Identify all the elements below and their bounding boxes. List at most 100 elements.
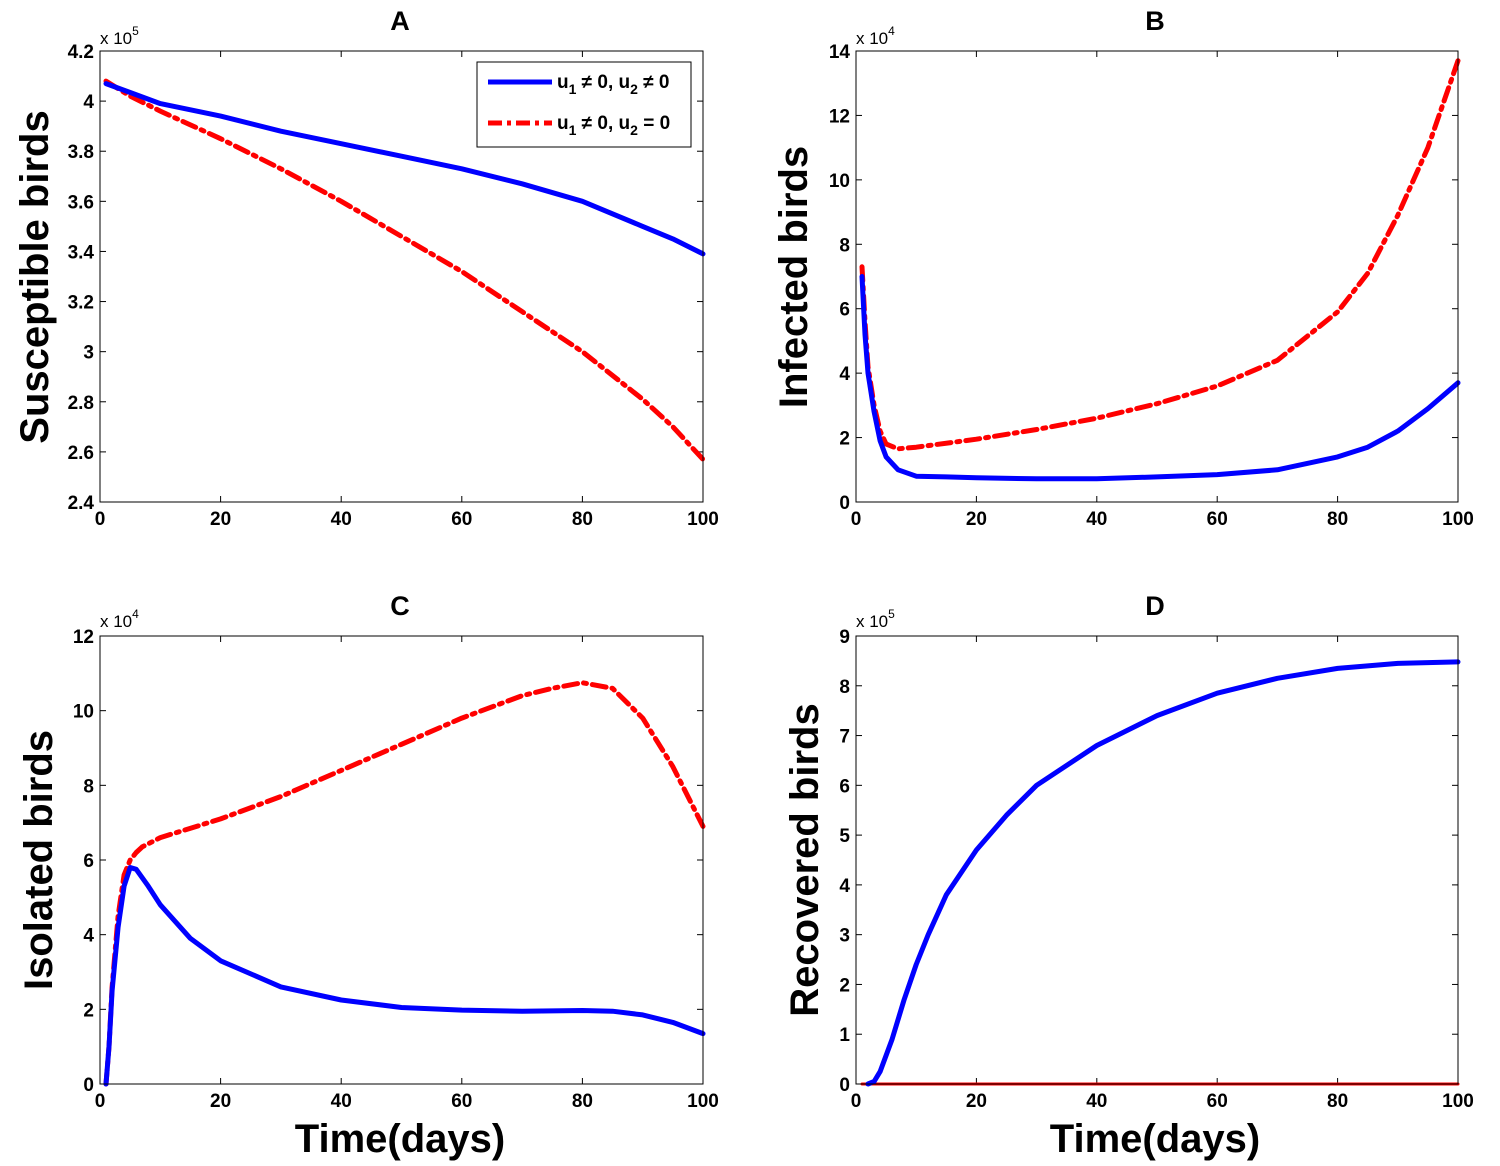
panel-a-ytick-label: 2.6	[68, 443, 94, 464]
panel-c-ylabel: Isolated birds	[17, 730, 61, 990]
panel-a-ytick-label: 3.2	[68, 293, 94, 314]
panel-a-ytick-label: 3.8	[68, 142, 94, 163]
panel-a-ytick-label: 3.6	[68, 192, 94, 213]
panel-c-ytick-label: 2	[83, 1000, 94, 1021]
panel-a-series-blue-line	[103, 81, 706, 257]
panel-c-multiplier: x 104	[100, 607, 139, 631]
panel-c-series	[103, 680, 706, 1087]
panel-a-ytick-label: 3	[83, 343, 94, 364]
legend: u1 ≠ 0, u2 ≠ 0 u1 ≠ 0, u2 = 0	[476, 61, 692, 148]
panel-d-yticks: 0 1 2 3 4 5 6 7 8 9	[839, 627, 1458, 1096]
panel-c-ytick-label: 10	[73, 702, 94, 723]
panel-b-xtick-label: 20	[966, 509, 987, 530]
panel-c-ytick-label: 0	[83, 1075, 94, 1096]
panel-b-ytick-label: 12	[829, 106, 850, 127]
panel-b-series-blue-line	[859, 274, 1461, 482]
panel-a-xticks: 0 20 40 60 80 100	[95, 51, 719, 530]
panel-d-ytick-label: 5	[839, 826, 850, 847]
panel-d-ytick-label: 3	[839, 926, 850, 947]
panel-d-xticks: 0 20 40 60 80 100	[851, 636, 1474, 1112]
panel-c-xtick-label: 20	[210, 1091, 231, 1112]
panel-b-xtick-label: 100	[1442, 509, 1474, 530]
panel-c-xtick-label: 80	[572, 1091, 593, 1112]
panel-b-yticks: 0 2 4 6 8 10 12 14	[829, 42, 1458, 514]
panel-a-title: A	[390, 6, 410, 36]
panel-b-xtick-label: 40	[1086, 509, 1107, 530]
panel-d-ytick-label: 1	[839, 1025, 850, 1046]
panel-b-multiplier: x 104	[856, 24, 895, 48]
panel-c-frame	[99, 635, 704, 1085]
panel-c-xticks: 0 20 40 60 80 100	[95, 636, 719, 1112]
panel-b-series-red-line	[859, 58, 1461, 452]
panel-a-series-red-line	[103, 78, 706, 462]
panel-c-series-blue-line	[103, 865, 706, 1087]
panel-b-ytick-label: 4	[839, 364, 850, 385]
panel-c-xtick-label: 100	[687, 1091, 719, 1112]
panel-b-series	[859, 58, 1461, 482]
panel-a-ytick-label: 3.4	[68, 242, 95, 263]
panel-a-xtick-label: 80	[572, 509, 593, 530]
panel-c-series-red-line	[103, 680, 706, 1087]
panel-d-xtick-label: 20	[966, 1091, 987, 1112]
panel-a-xtick-label: 20	[210, 509, 231, 530]
panel-c-xtick-label: 40	[331, 1091, 352, 1112]
panel-a-ytick-label: 4	[83, 92, 94, 113]
panel-c-xtick-label: 0	[95, 1091, 106, 1112]
panel-d-ytick-label: 7	[839, 727, 850, 748]
panel-b-ylabel: Infected birds	[772, 146, 816, 408]
panel-c-ytick-label: 4	[83, 926, 94, 947]
panel-d-ytick-label: 2	[839, 975, 850, 996]
panel-a-series	[103, 78, 706, 462]
panel-b-xticks: 0 20 40 60 80 100	[851, 51, 1474, 530]
panel-b-xtick-label: 0	[851, 509, 862, 530]
panel-c-ytick-label: 12	[73, 627, 94, 648]
panel-d-series	[860, 659, 1461, 1087]
panel-d-xlabel: Time(days)	[1050, 1117, 1260, 1161]
panel-c-ytick-label: 6	[83, 851, 94, 872]
panel-d-multiplier: x 105	[856, 607, 895, 631]
panel-d-frame	[855, 635, 1459, 1085]
panel-a-ytick-label: 4.2	[68, 42, 94, 63]
panel-b-title: B	[1145, 6, 1165, 36]
panel-b-ytick-label: 0	[839, 493, 850, 514]
panel-a-multiplier: x 105	[100, 24, 139, 48]
panel-b-xtick-label: 80	[1327, 509, 1348, 530]
panel-b-xtick-label: 60	[1207, 509, 1228, 530]
panel-a-frame	[99, 50, 704, 503]
panel-c-xtick-label: 60	[451, 1091, 472, 1112]
panel-a-xtick-label: 100	[687, 509, 719, 530]
panel-c: C Isolated birds x 104 Time(days) 0 2 4 6 8 1…	[17, 591, 719, 1161]
panel-d-xtick-label: 100	[1442, 1091, 1474, 1112]
panel-c-ytick-label: 8	[83, 776, 94, 797]
panel-c-title: C	[390, 591, 410, 621]
panel-a-yticks: 2.4 2.6 2.8 3 3.2 3.4 3.6 3.8 4 4.2	[68, 42, 703, 514]
panel-d-title: D	[1145, 591, 1165, 621]
panel-a-ylabel: Susceptible birds	[13, 110, 57, 443]
legend-entry-2: u1 ≠ 0, u2 = 0	[557, 113, 670, 138]
panel-b-ytick-label: 10	[829, 171, 850, 192]
panel-d-ytick-label: 0	[839, 1075, 850, 1096]
panel-c-xlabel: Time(days)	[295, 1117, 505, 1161]
panel-d-series-blue-line	[865, 659, 1461, 1087]
panel-d-ytick-label: 8	[839, 677, 850, 698]
legend-box	[476, 61, 692, 148]
panel-a-ytick-label: 2.8	[68, 393, 94, 414]
panel-d-ytick-label: 6	[839, 776, 850, 797]
panel-a: A Susceptible birds x 105 2.4 2.6 2.8 3 3.2 3…	[13, 6, 719, 530]
panel-d-ytick-label: 9	[839, 627, 850, 648]
panel-b-frame	[855, 50, 1459, 503]
legend-entry-1: u1 ≠ 0, u2 ≠ 0	[557, 72, 669, 97]
panel-b-ytick-label: 8	[839, 235, 850, 256]
panel-b-ytick-label: 2	[839, 429, 850, 450]
panel-d-ytick-label: 4	[839, 876, 850, 897]
panel-a-xtick-label: 60	[451, 509, 472, 530]
panel-b-ytick-label: 14	[829, 42, 851, 63]
panel-a-xtick-label: 40	[331, 509, 352, 530]
panel-d-xtick-label: 40	[1086, 1091, 1107, 1112]
panel-d-xtick-label: 60	[1207, 1091, 1228, 1112]
panel-c-yticks: 0 2 4 6 8 10 12	[73, 627, 703, 1096]
panel-d-xtick-label: 80	[1327, 1091, 1348, 1112]
panel-d-xtick-label: 0	[851, 1091, 862, 1112]
panel-b: B Infected birds x 104 0 2 4 6 8 10 12 14 0 20 40…	[772, 6, 1474, 530]
